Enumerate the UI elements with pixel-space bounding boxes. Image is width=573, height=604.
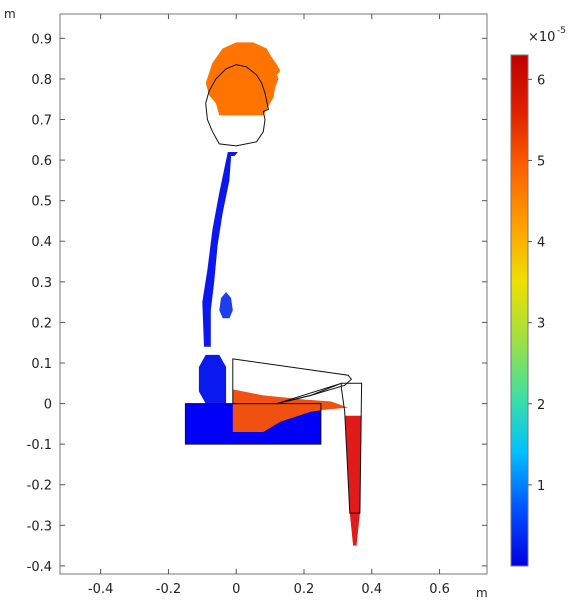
colorbar-multiplier: ×10	[528, 30, 555, 45]
knee-leg-outline	[340, 382, 363, 514]
head-outline	[205, 64, 269, 147]
colorbar-tick-label: 3	[537, 317, 545, 332]
y-tick-label: -0.3	[27, 519, 52, 534]
y-tick-label: 0.7	[31, 114, 52, 129]
colorbar-tick-label: 5	[537, 154, 545, 169]
y-tick-label: 0.1	[31, 357, 52, 372]
y-tick-label: 0.6	[31, 154, 52, 169]
x-tick-label: 0.6	[429, 582, 450, 597]
colorbar-tick-label: 4	[537, 236, 545, 251]
colorbar-tick-label: 1	[537, 479, 545, 494]
region-neck-spine	[202, 152, 238, 347]
y-tick-label: 0.5	[31, 195, 52, 210]
axes: -0.4 -0.2 0 0.2 0.4 0.6 0.9 0.8 0.7 0.6 0.5 0.4 0.3 0…	[27, 14, 487, 597]
body-outlines	[184, 64, 363, 514]
plot-area	[59, 13, 488, 575]
x-axis-unit-label: m	[476, 586, 488, 600]
y-tick-label: -0.2	[27, 479, 52, 494]
y-tick-label: -0.1	[27, 438, 52, 453]
x-tick-label: -0.2	[156, 582, 181, 597]
seat-top-outline	[184, 403, 322, 445]
y-tick-label: 0.9	[31, 32, 52, 47]
colorbar: 1 2 3 4 5 6 ×10 -5	[510, 26, 566, 567]
y-tick-label: 0.3	[31, 276, 52, 291]
region-thigh	[232, 389, 349, 432]
x-tick-label: -0.4	[88, 582, 113, 597]
plot-frame	[59, 13, 488, 575]
colorbar-scale	[510, 54, 529, 567]
colorbar-tick-label: 2	[537, 398, 545, 413]
region-heart	[219, 292, 233, 319]
y-tick-label: 0.2	[31, 316, 52, 331]
x-tick-label: 0	[232, 582, 240, 597]
thigh-lower-outline	[276, 382, 342, 405]
colorbar-multiplier-exponent: -5	[557, 26, 566, 36]
region-pelvis	[198, 354, 227, 404]
x-tick-label: 0.2	[294, 582, 315, 597]
x-tick-label: 0.4	[361, 582, 382, 597]
field-regions	[185, 42, 362, 546]
y-tick-label: 0	[44, 398, 52, 413]
region-head	[205, 42, 281, 116]
y-tick-label: 0.4	[31, 235, 52, 250]
y-axis-unit-label: m	[4, 7, 16, 21]
colorbar-tick-label: 6	[537, 73, 545, 88]
y-tick-label: -0.4	[27, 560, 52, 575]
y-tick-label: 0.8	[31, 73, 52, 88]
